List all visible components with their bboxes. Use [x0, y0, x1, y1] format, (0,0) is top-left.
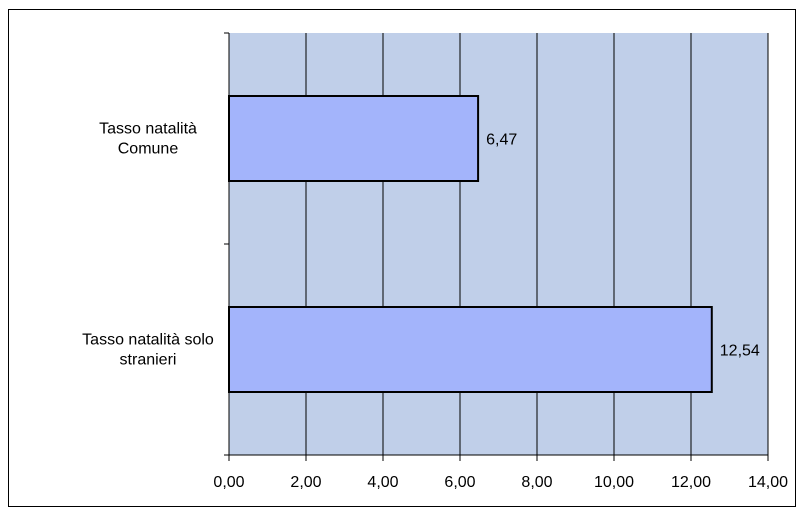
x-tick-label: 4,00 — [367, 474, 398, 491]
x-tick-label: 2,00 — [290, 474, 321, 491]
category-label: Tasso natalità — [99, 121, 197, 138]
category-label: Comune — [118, 141, 179, 158]
data-label: 12,54 — [720, 343, 760, 360]
x-tick-label: 6,00 — [444, 474, 475, 491]
category-label: stranieri — [120, 352, 177, 369]
x-tick-label: 14,00 — [748, 474, 788, 491]
bar — [228, 306, 713, 393]
x-tick-label: 12,00 — [671, 474, 711, 491]
x-tick-label: 8,00 — [521, 474, 552, 491]
category-label: Tasso natalità solo — [82, 332, 214, 349]
x-tick-label: 0,00 — [213, 474, 244, 491]
data-label: 6,47 — [486, 132, 517, 149]
x-tick-label: 10,00 — [594, 474, 634, 491]
bar — [228, 95, 480, 182]
